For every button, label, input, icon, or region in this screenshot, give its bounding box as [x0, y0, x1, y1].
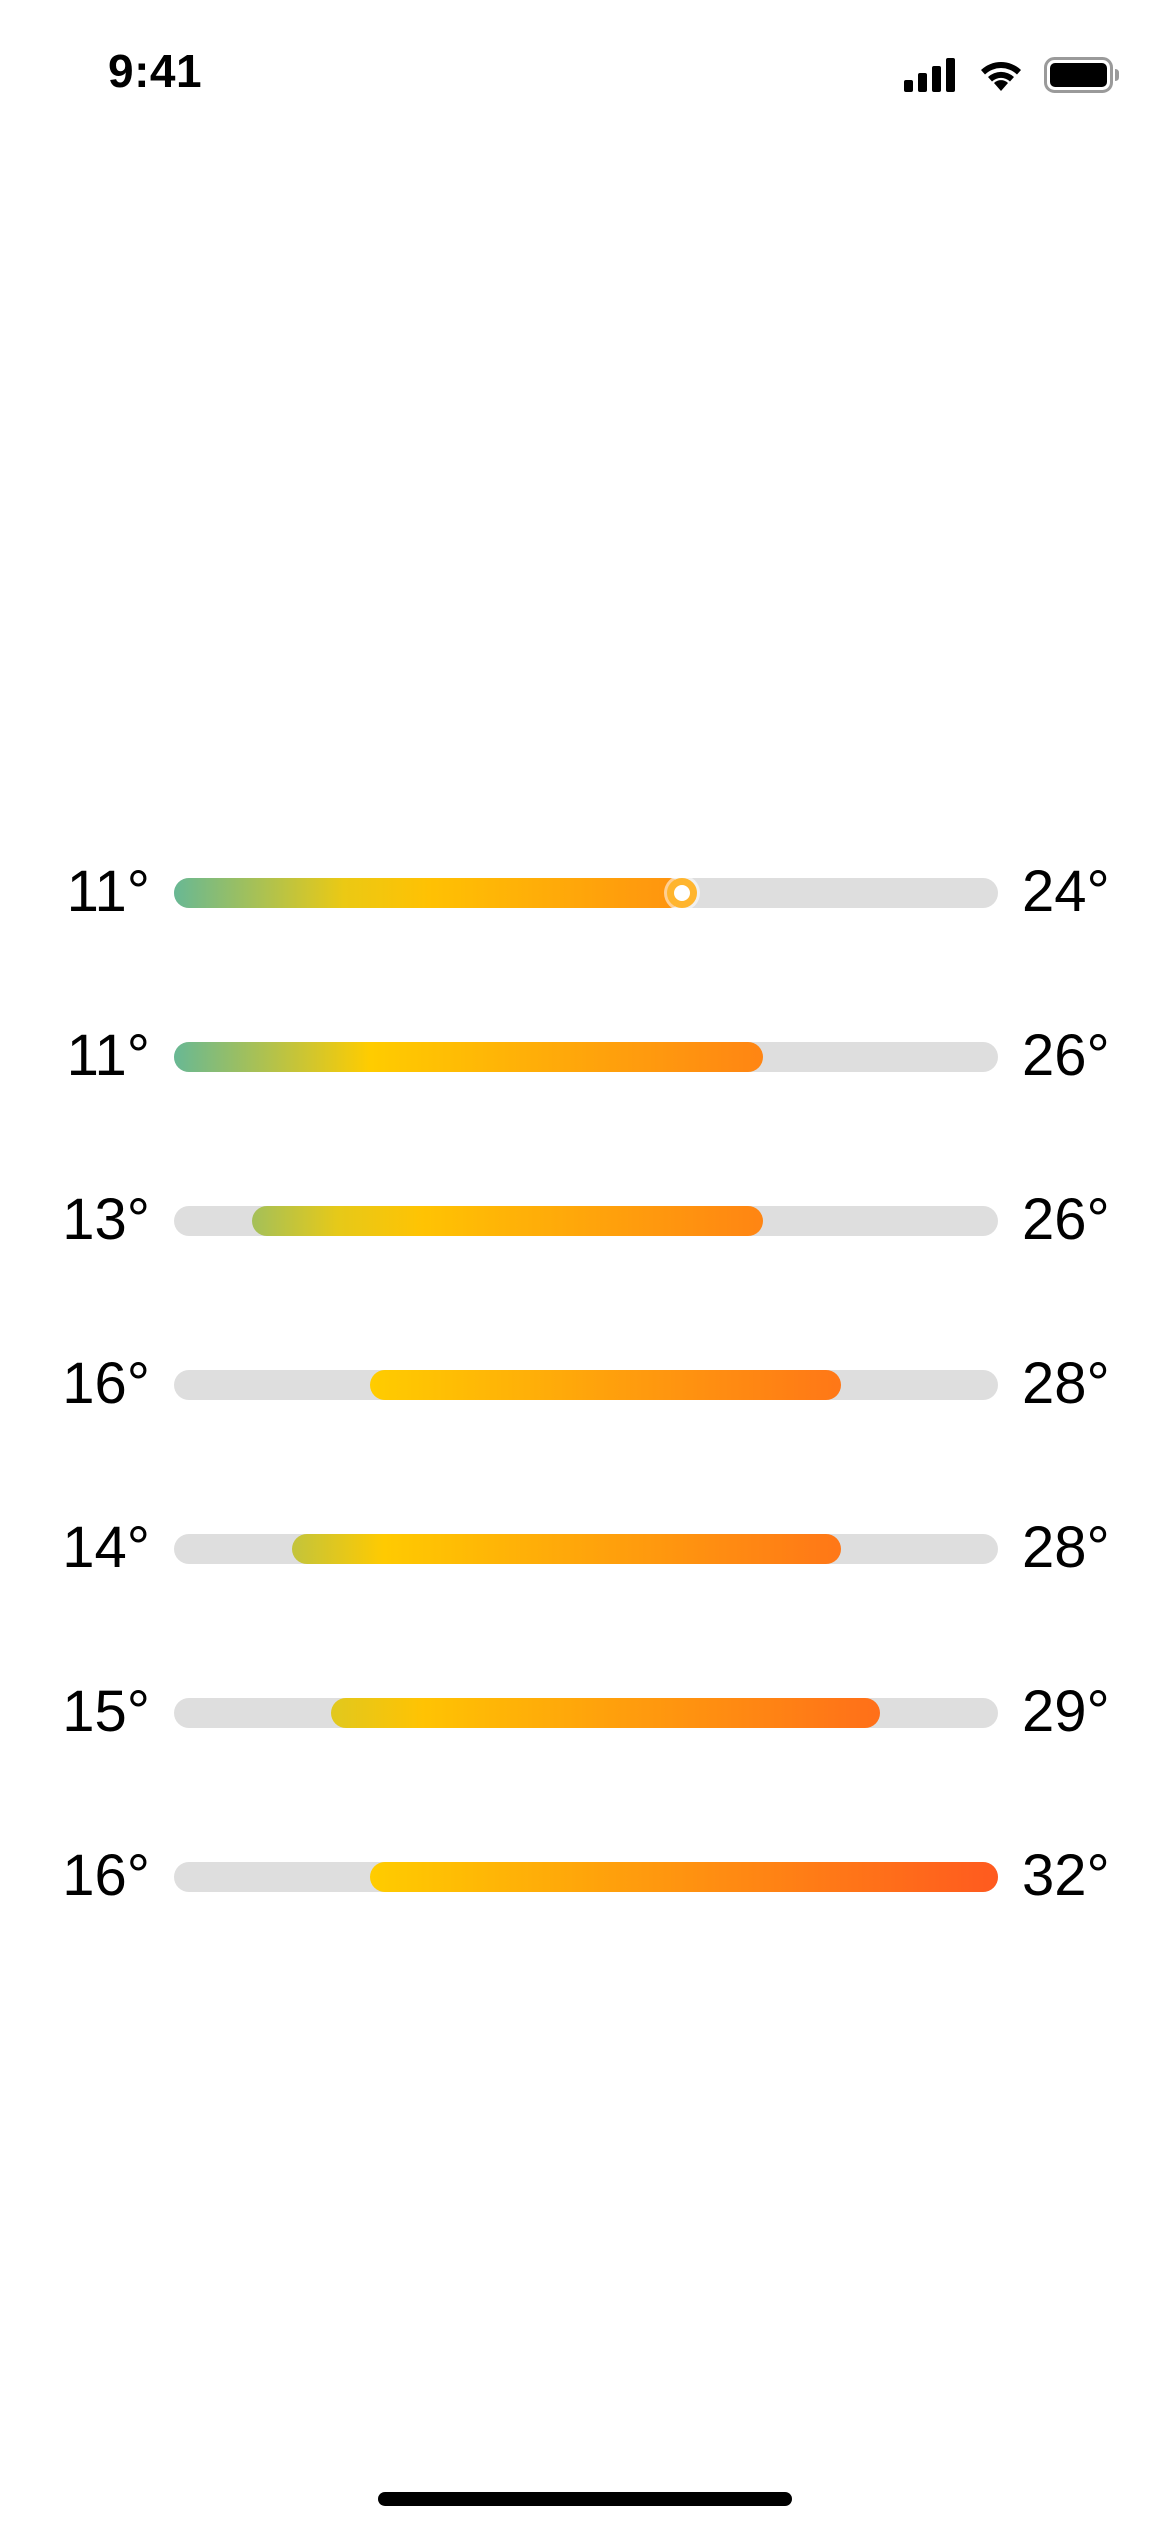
temperature-range-track [174, 1370, 998, 1400]
temperature-range-bar [291, 1534, 842, 1564]
forecast-row-5: 14° 28° [0, 1518, 1170, 1578]
high-temperature: 28° [1022, 1351, 1110, 1416]
forecast-row-2: 11° 26° [0, 1026, 1170, 1086]
forecast-row-4: 16° 28° [0, 1354, 1170, 1414]
current-temperature-indicator [667, 878, 698, 908]
status-icons [904, 50, 1120, 100]
temperature-range-bar [330, 1698, 881, 1728]
battery-icon [1044, 57, 1119, 93]
temperature-range-track [174, 1534, 998, 1564]
temperature-range-track [174, 878, 998, 908]
high-temperature: 26° [1022, 1023, 1110, 1088]
high-temperature: 28° [1022, 1515, 1110, 1580]
temperature-range-bar [252, 1206, 763, 1236]
forecast-row-6: 15° 29° [0, 1682, 1170, 1742]
low-temperature: 15° [62, 1679, 150, 1744]
wifi-icon [981, 62, 1021, 91]
low-temperature: 16° [62, 1843, 150, 1908]
forecast-row-1: 11° 24° [0, 862, 1170, 922]
forecast-row-7: 16° 32° [0, 1846, 1170, 1906]
temperature-range-bar [174, 1042, 763, 1072]
low-temperature: 14° [62, 1515, 150, 1580]
temperature-range-track [174, 1862, 998, 1892]
high-temperature: 26° [1022, 1187, 1110, 1252]
home-indicator[interactable] [378, 2492, 792, 2506]
low-temperature: 11° [66, 1023, 150, 1088]
high-temperature: 29° [1022, 1679, 1110, 1744]
forecast-row-3: 13° 26° [0, 1190, 1170, 1250]
status-bar: 9:41 [0, 0, 1170, 150]
high-temperature: 24° [1022, 859, 1110, 924]
status-time: 9:41 [108, 45, 203, 97]
cellular-signal-icon [904, 58, 955, 92]
temperature-range-bar [370, 1862, 998, 1892]
temperature-range-track [174, 1698, 998, 1728]
low-temperature: 16° [62, 1351, 150, 1416]
low-temperature: 13° [62, 1187, 150, 1252]
temperature-range-bar [370, 1370, 842, 1400]
high-temperature: 32° [1022, 1843, 1110, 1908]
temperature-range-track [174, 1042, 998, 1072]
temperature-range-bar [174, 878, 685, 908]
low-temperature: 11° [66, 859, 150, 924]
temperature-range-track [174, 1206, 998, 1236]
